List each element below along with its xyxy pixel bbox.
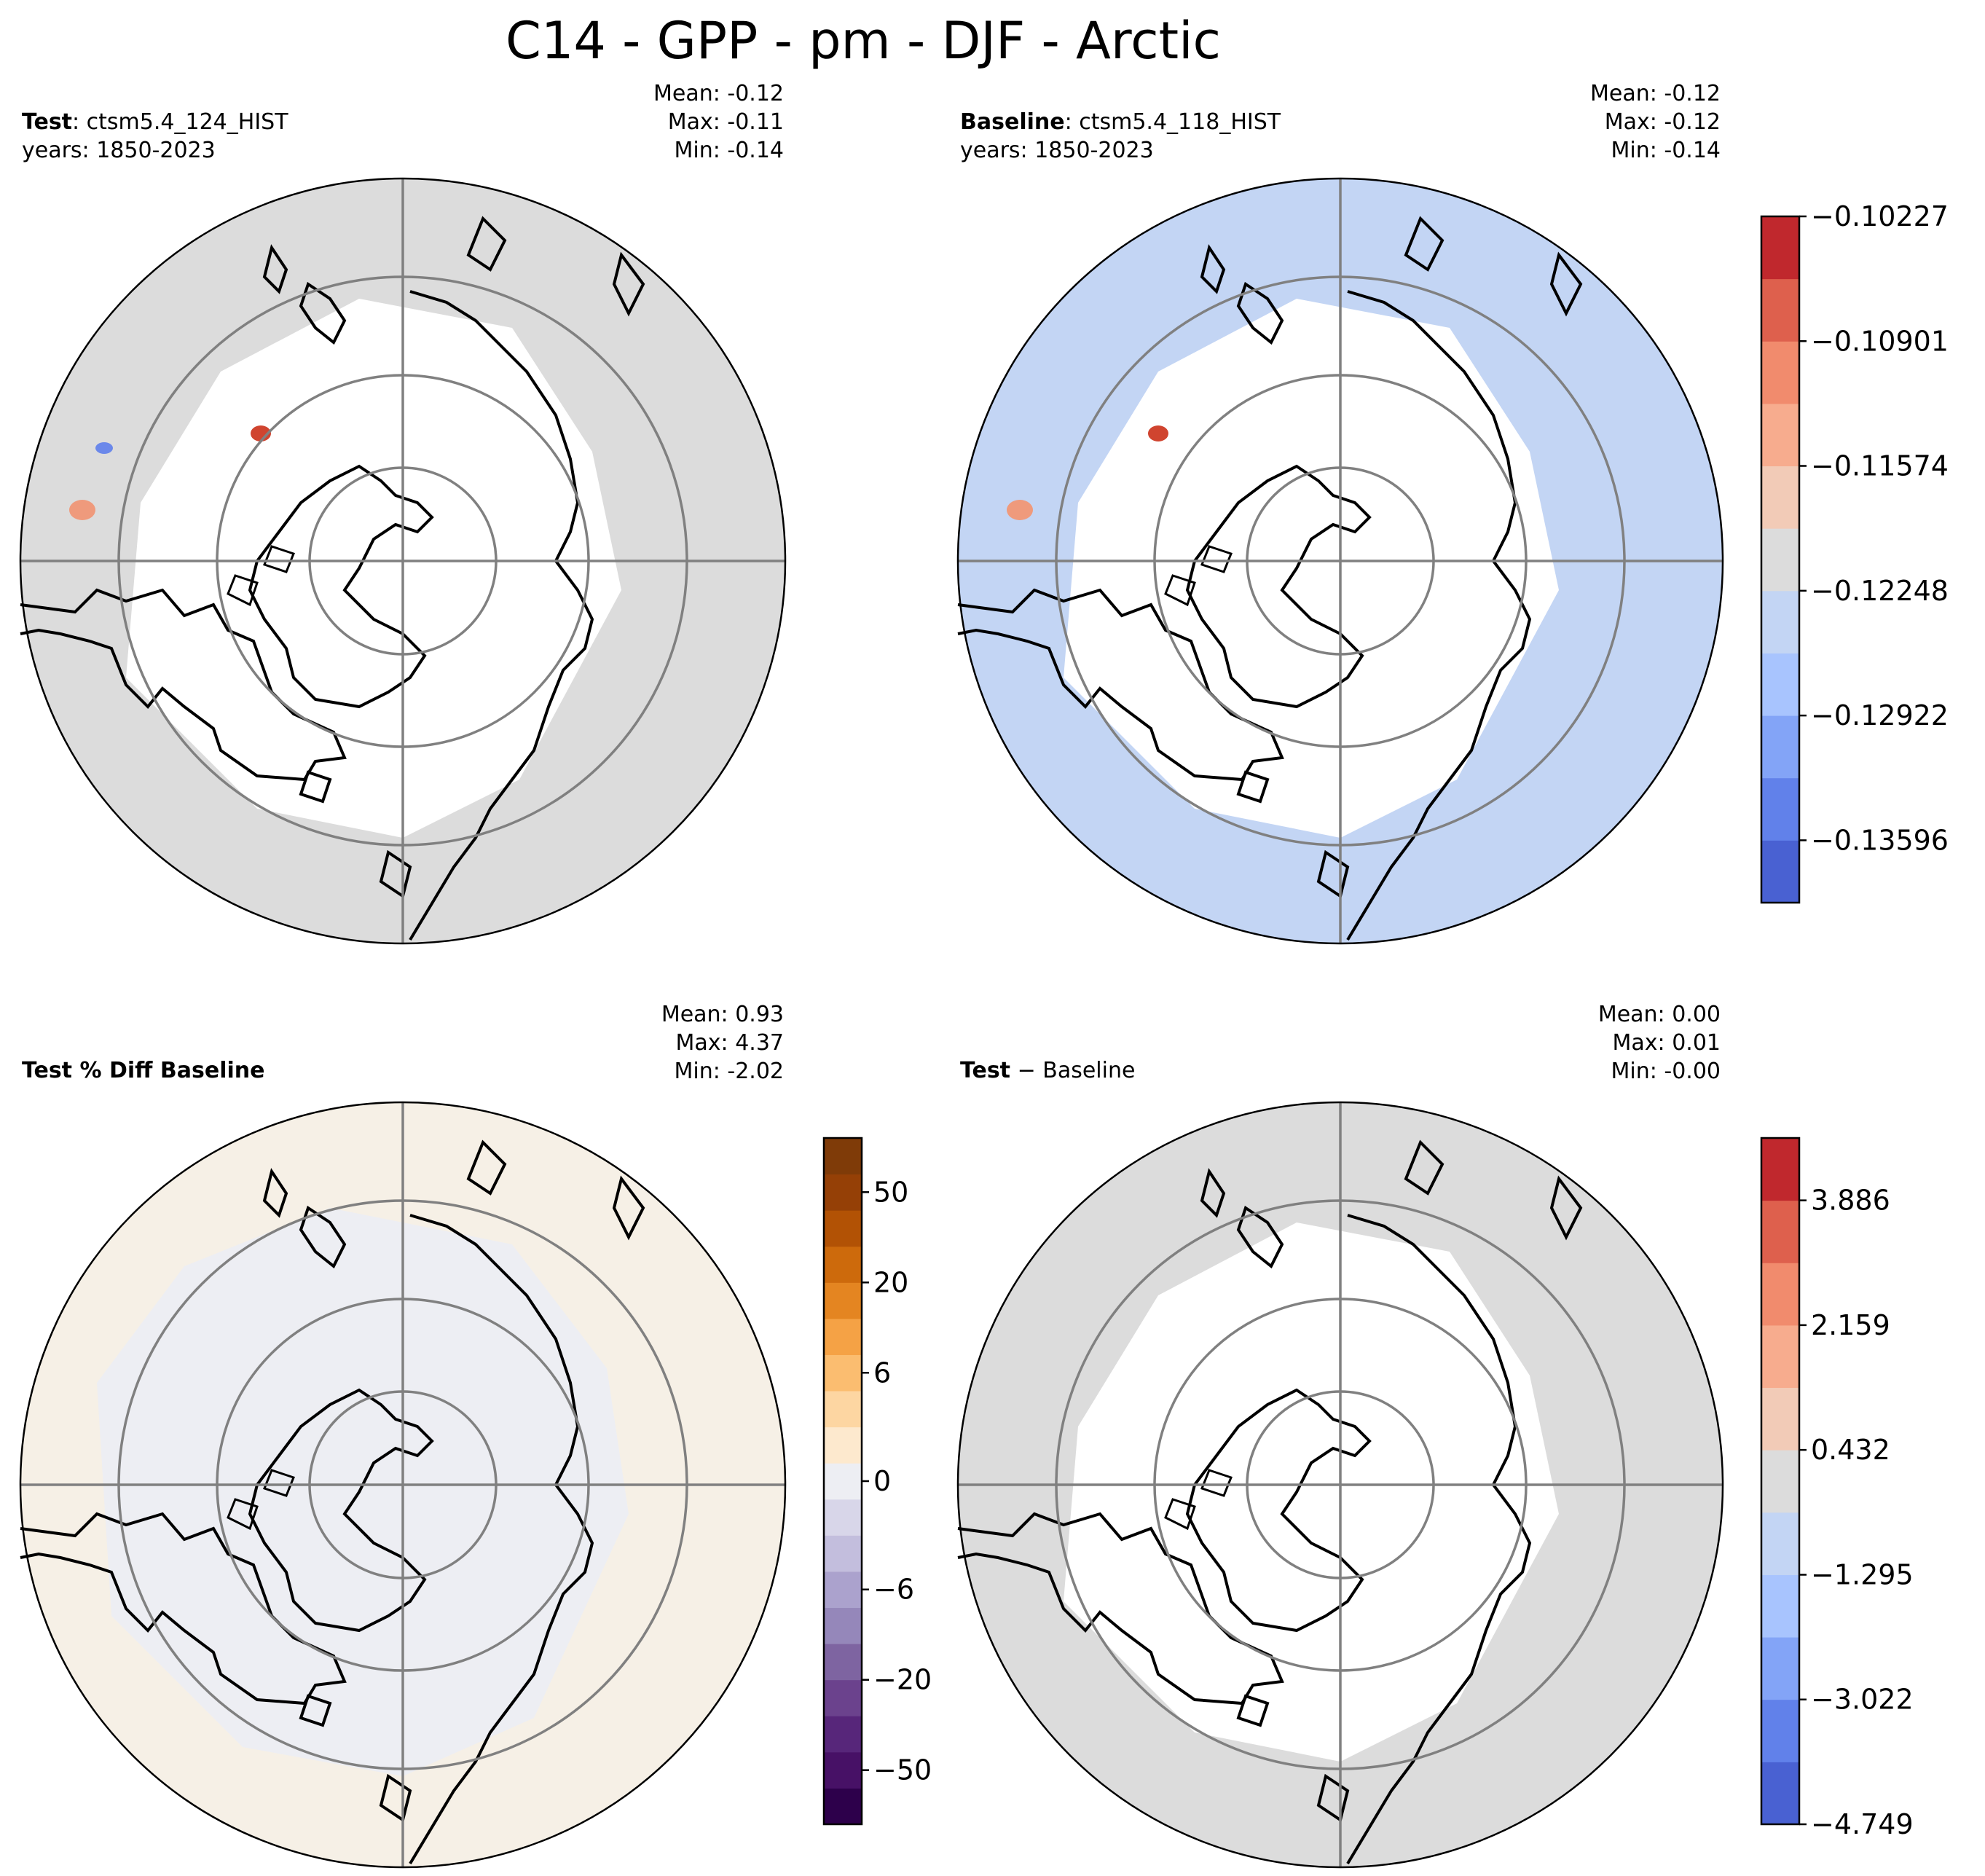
colorbar-segment [824, 1246, 862, 1283]
colorbar-segment [824, 1788, 862, 1825]
panel-baseline-years: years: 1850-2023 [960, 138, 1154, 163]
colorbar-segment [1761, 653, 1799, 716]
panel-diff-mean: Mean: 0.00 [1598, 1002, 1721, 1027]
panel-pctdiff: Test % Diff Baseline Mean: 0.93 Max: 4.3… [19, 1002, 787, 1869]
panel-baseline-max: Max: -0.12 [1605, 109, 1721, 135]
colorbar-tick-label: 20 [873, 1266, 908, 1298]
map-pctdiff [19, 1101, 787, 1869]
panel-baseline-min: Min: -0.14 [1611, 138, 1721, 163]
colorbar-tick-label: 0.432 [1811, 1434, 1890, 1466]
panel-test-label: Test: ctsm5.4_124_HIST [22, 109, 288, 135]
colorbar-segment [824, 1751, 862, 1789]
panel-baseline-mean: Mean: -0.12 [1590, 81, 1721, 106]
colorbar-segment [824, 1282, 862, 1319]
colorbar-segment [1761, 590, 1799, 654]
colorbar-segment [824, 1716, 862, 1753]
colorbar-tick-label: −20 [873, 1664, 932, 1696]
map-test [19, 177, 787, 945]
colorbar-segment [1761, 528, 1799, 592]
colorbar-segment [1761, 1637, 1799, 1700]
colorbar-segment [1761, 1762, 1799, 1825]
figure-title: C14 - GPP - pm - DJF - Arctic [506, 11, 1221, 71]
colorbar-tick-label: −4.749 [1811, 1808, 1914, 1840]
colorbar-segment [824, 1354, 862, 1392]
panel-diff-max: Max: 0.01 [1613, 1030, 1721, 1056]
colorbar-segment [1761, 278, 1799, 342]
colorbar-frame [1760, 215, 1801, 904]
colorbar-segment [1761, 777, 1799, 841]
map-diff [956, 1101, 1724, 1869]
colorbar-segment [824, 1571, 862, 1609]
panel-baseline-label: Baseline: ctsm5.4_118_HIST [960, 109, 1281, 135]
panel-diff-min: Min: -0.00 [1611, 1059, 1721, 1084]
colorbar-segment [1761, 403, 1799, 467]
colorbar-tick-label: 50 [873, 1176, 908, 1208]
colorbar-segment [1761, 341, 1799, 404]
colorbar-tick-label: −0.10227 [1811, 200, 1949, 232]
map-pctdiff-inner [97, 1208, 629, 1776]
colorbar-segment [824, 1644, 862, 1681]
panel-pctdiff-min: Min: -2.02 [675, 1059, 785, 1084]
colorbar-tick-label: −0.12248 [1811, 575, 1949, 607]
colorbar-segment [1761, 840, 1799, 903]
colorbar-segment [1761, 1324, 1799, 1389]
colorbar-segment [1761, 1138, 1799, 1201]
panel-baseline: Baseline: ctsm5.4_118_HIST years: 1850-2… [956, 81, 1724, 945]
colorbar-segment [1761, 466, 1799, 529]
colorbar-segment [824, 1391, 862, 1428]
colorbar-tick-label: −0.12922 [1811, 699, 1949, 731]
colorbar-tick-label: 6 [873, 1357, 891, 1389]
panel-test-max: Max: -0.11 [668, 109, 784, 135]
colorbar-segment [1761, 1200, 1799, 1263]
colorbar-segment [824, 1535, 862, 1572]
panel-test-min: Min: -0.14 [675, 138, 785, 163]
colorbar-tick-label: −0.11574 [1811, 450, 1949, 482]
colorbar-segment [824, 1426, 862, 1464]
panel-pctdiff-label: Test % Diff Baseline [22, 1058, 265, 1083]
colorbar-segment [1761, 1574, 1799, 1638]
colorbar-segment [824, 1607, 862, 1644]
panel-diff: Test − Baseline Mean: 0.00 Max: 0.01 Min… [956, 1002, 1724, 1869]
colorbar-pct-diff: 50 20 6 0 −6 −20 −50 [822, 1137, 932, 1826]
colorbar-frame [1760, 1137, 1801, 1826]
colorbar-segment [1761, 715, 1799, 779]
panel-diff-label: Test − Baseline [960, 1058, 1135, 1083]
colorbar-segment [824, 1463, 862, 1500]
panel-pctdiff-max: Max: 4.37 [676, 1030, 784, 1056]
colorbar-tick-label: −3.022 [1811, 1684, 1914, 1716]
colorbar-segment [1761, 1387, 1799, 1451]
panel-test: Test: ctsm5.4_124_HIST years: 1850-2023 … [19, 81, 787, 945]
colorbar-segment [824, 1679, 862, 1716]
panel-pctdiff-mean: Mean: 0.93 [661, 1002, 784, 1027]
colorbar-tick-label: −0.13596 [1811, 824, 1949, 856]
colorbar-segment [824, 1318, 862, 1355]
map-baseline [956, 177, 1724, 945]
colorbar-top: −0.10227 −0.10901 −0.11574 −0.12248 −0.12922… [1760, 200, 1949, 904]
panel-test-mean: Mean: -0.12 [653, 81, 784, 106]
colorbar-tick-label: 3.886 [1811, 1185, 1890, 1217]
colorbar-segment [824, 1138, 862, 1175]
colorbar-segment [824, 1210, 862, 1247]
colorbar-tick-label: −6 [873, 1574, 914, 1606]
colorbar-tick-label: −1.295 [1811, 1558, 1914, 1590]
colorbar-tick-label: 0 [873, 1465, 891, 1497]
colorbar-segment [1761, 1512, 1799, 1575]
colorbar-tick-label: −0.10901 [1811, 325, 1949, 357]
colorbar-segment [1761, 216, 1799, 280]
colorbar-tick-label: 2.159 [1811, 1309, 1890, 1341]
colorbar-segment [1761, 1263, 1799, 1326]
colorbar-tick-label: −50 [873, 1754, 932, 1786]
colorbar-segment [1761, 1699, 1799, 1762]
colorbar-segment [1761, 1450, 1799, 1513]
colorbar-segment [824, 1499, 862, 1536]
panel-test-years: years: 1850-2023 [22, 138, 216, 163]
colorbar-segment [824, 1174, 862, 1211]
colorbar-diff: 3.886 2.159 0.432 −1.295 −3.022 −4.749 [1760, 1137, 1914, 1840]
